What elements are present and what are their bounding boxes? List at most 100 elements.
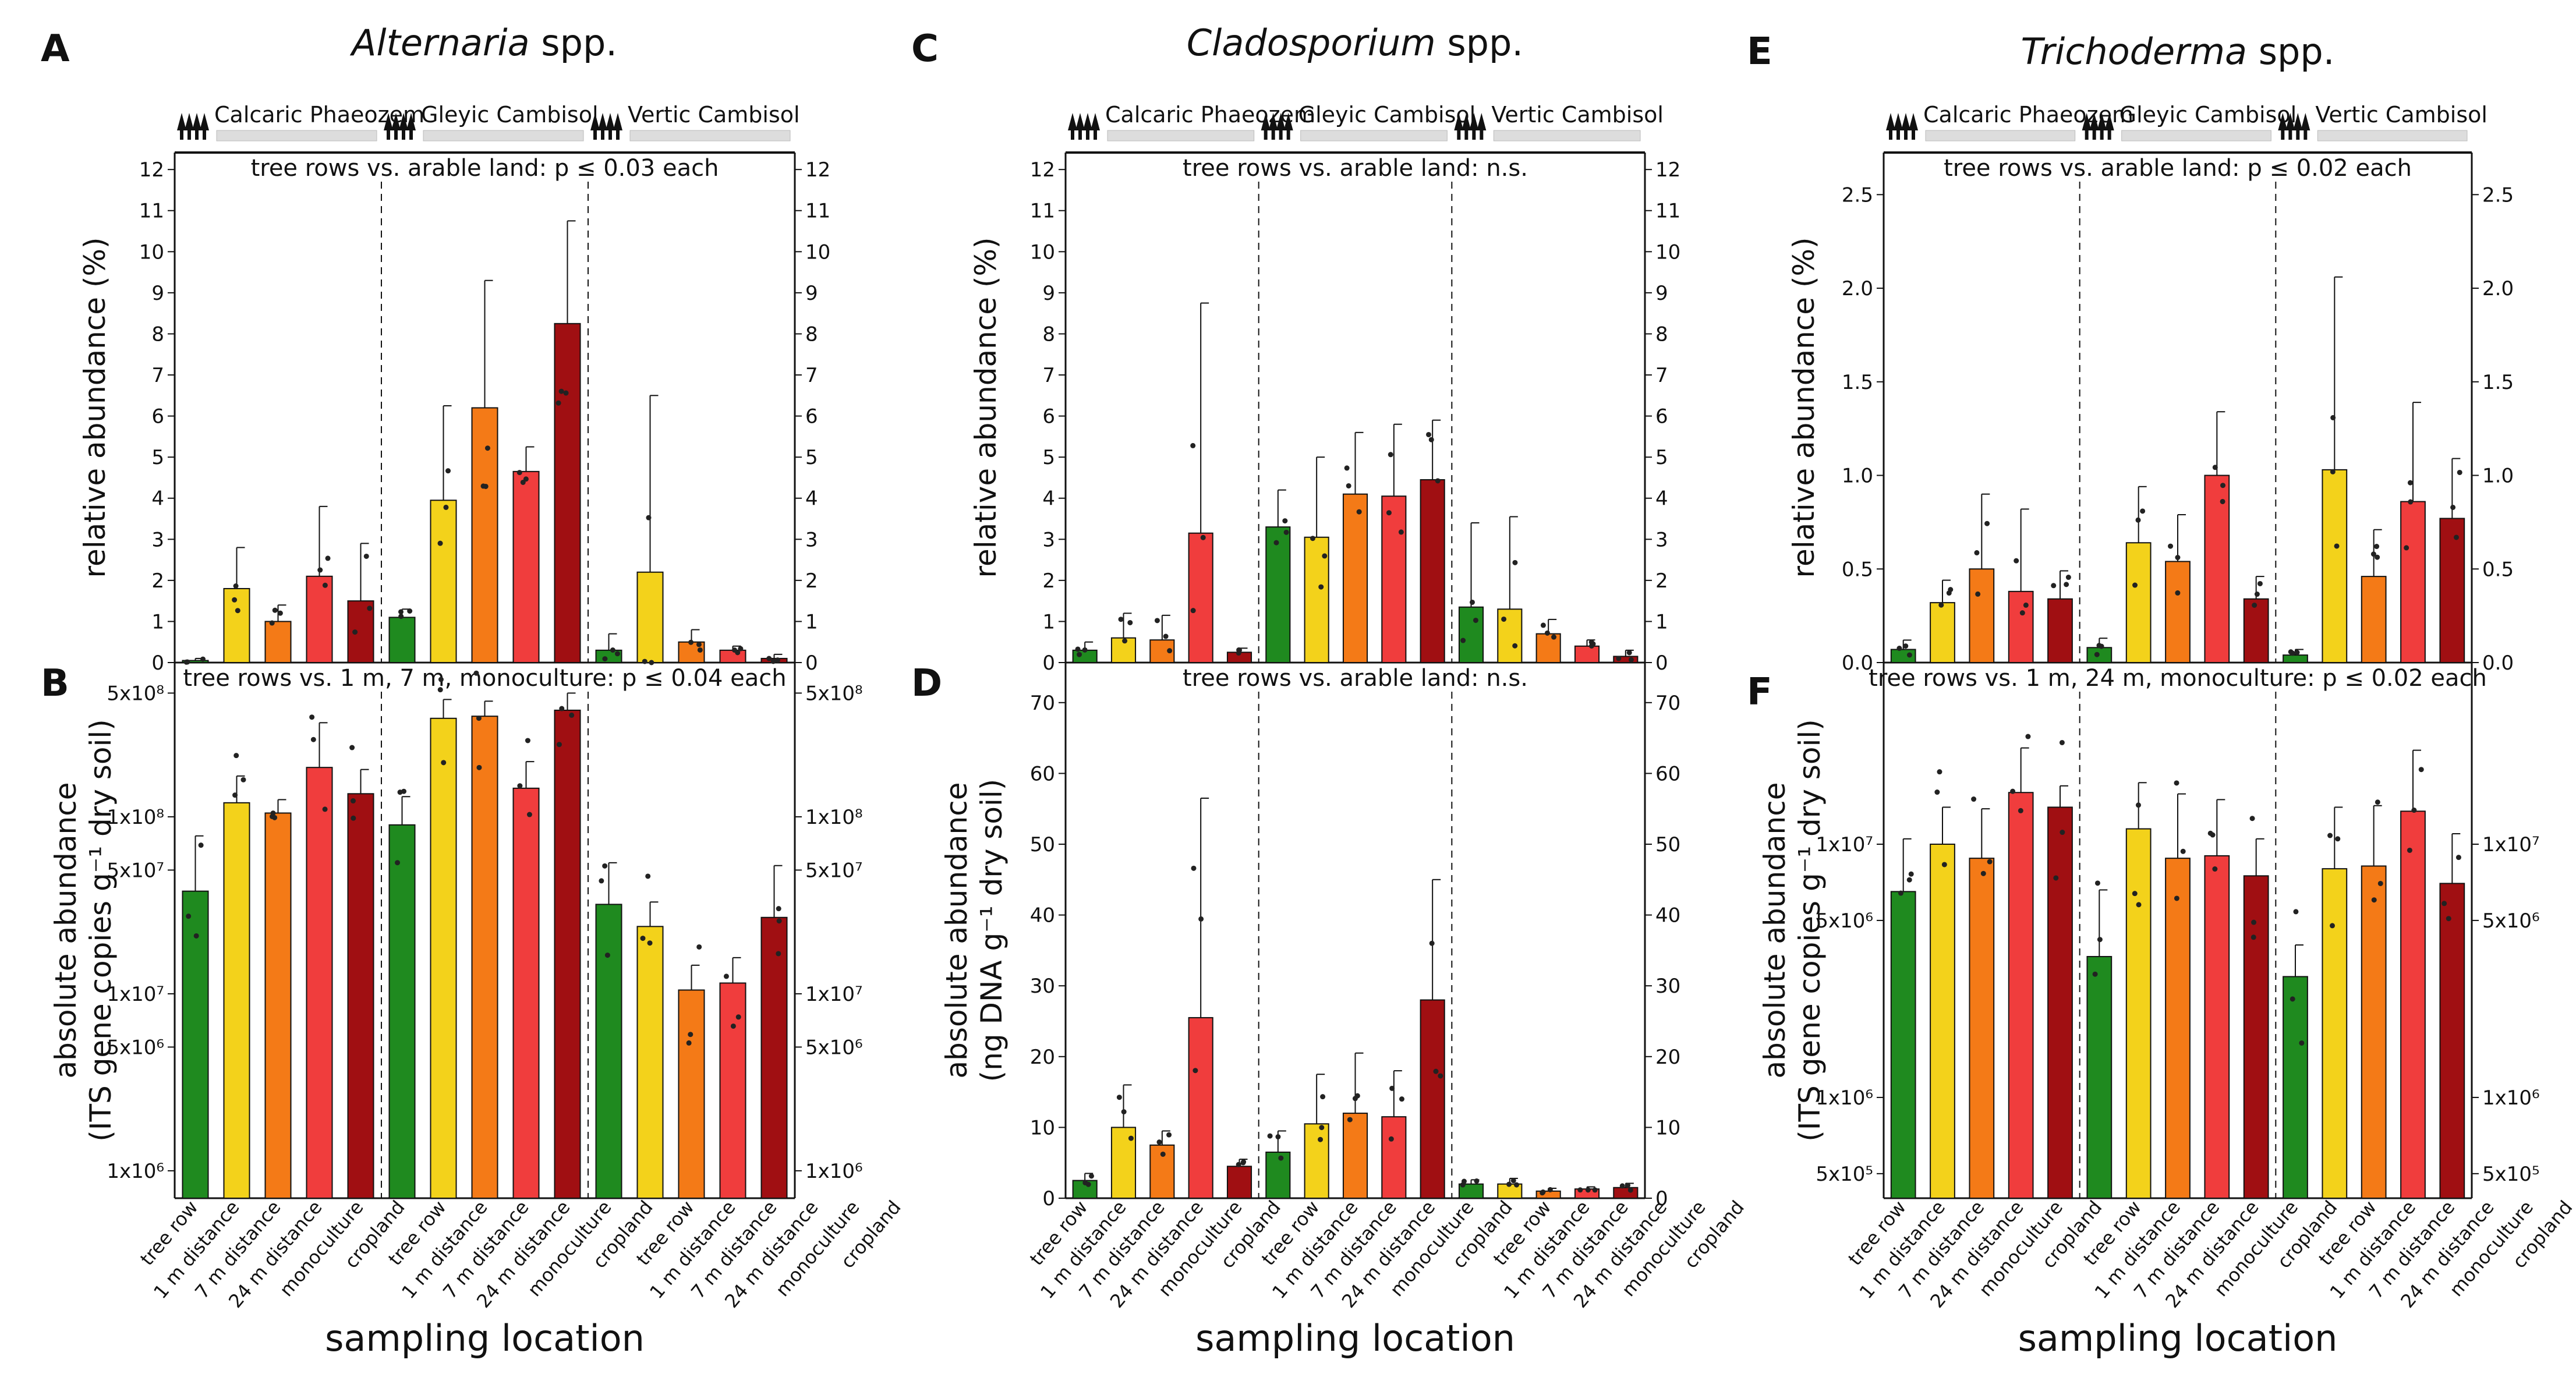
data-point	[1118, 617, 1124, 622]
panel-title: Cladosporium spp.	[1187, 22, 1523, 64]
data-point	[2051, 583, 2057, 589]
data-point	[1585, 1187, 1591, 1193]
tree-icon	[384, 113, 393, 140]
data-point	[2180, 848, 2186, 854]
bar	[306, 767, 333, 1199]
tree-icon	[2293, 113, 2303, 140]
panel-title: Alternaria spp.	[349, 22, 617, 64]
soil-header-bar	[423, 130, 584, 141]
y-tick-label-right: 5x10⁸	[805, 682, 863, 705]
y-tick-label-right: 50	[1655, 833, 1680, 856]
bar	[2400, 810, 2426, 1199]
data-point	[1540, 622, 1546, 628]
data-point	[2136, 902, 2142, 908]
y-tick-label: 8	[1042, 323, 1055, 346]
y-tick-label: 1	[1042, 610, 1055, 633]
data-point	[277, 610, 283, 616]
bar	[2400, 501, 2426, 663]
data-point	[2455, 855, 2461, 861]
data-point	[2135, 802, 2141, 808]
tree-icon	[1083, 113, 1092, 140]
stat-annotation: tree rows vs. 1 m, 24 m, monoculture: p …	[1869, 665, 2487, 692]
y-axis-label: relative abundance (%)	[969, 238, 1003, 578]
bar	[430, 500, 457, 663]
data-point	[1592, 1187, 1598, 1193]
data-point	[559, 706, 565, 711]
soil-label: Calcaric Phaeozem	[1105, 102, 1315, 128]
data-point	[555, 400, 561, 406]
data-point	[2257, 580, 2263, 586]
y-tick-label: 0	[1042, 651, 1055, 675]
bar	[1420, 999, 1445, 1199]
y-tick-label: 10	[1030, 240, 1055, 264]
soil-header-bar	[2317, 130, 2468, 141]
tree-icon	[2082, 113, 2092, 140]
data-point	[2025, 734, 2031, 739]
data-point	[2375, 554, 2380, 560]
data-point	[1075, 646, 1081, 652]
bar	[636, 571, 664, 664]
tree-icon	[1886, 113, 1895, 140]
data-point	[1346, 483, 1351, 488]
tree-icon	[1462, 113, 1471, 140]
data-point	[2174, 780, 2179, 786]
data-point	[476, 764, 482, 770]
y-tick-label-right: 1x10⁷	[2482, 833, 2540, 856]
y-tick-label-right: 1x10⁶	[805, 1160, 863, 1183]
data-point	[2293, 909, 2299, 915]
y-tick-label-right: 1x10⁷	[805, 983, 863, 1006]
bar	[1342, 493, 1368, 664]
data-point	[445, 468, 451, 474]
bar	[306, 575, 333, 663]
bar	[2008, 590, 2034, 663]
bar	[471, 716, 498, 1199]
y-tick-label-right: 0	[1655, 1187, 1668, 1210]
bar	[1226, 1166, 1252, 1199]
data-point	[350, 798, 356, 804]
bar	[1969, 568, 1995, 664]
data-point	[696, 944, 702, 950]
data-point	[776, 906, 781, 912]
bar	[2361, 865, 2387, 1199]
panel-label-A: A	[41, 27, 70, 70]
y-tick-label: 12	[1030, 158, 1055, 182]
y-axis-label-line1: absolute abundance	[1758, 782, 1792, 1079]
data-point	[407, 608, 413, 614]
data-point	[437, 540, 443, 546]
y-tick-label-right: 9	[805, 282, 818, 305]
data-point	[1971, 796, 1977, 802]
data-point	[2252, 602, 2257, 608]
data-point	[2092, 971, 2098, 977]
y-tick-label: 1x10⁶	[1816, 1086, 1873, 1110]
data-point	[599, 878, 604, 884]
y-tick-label: 3	[1042, 528, 1055, 551]
data-point	[1974, 550, 1980, 555]
data-point	[1510, 1178, 1516, 1184]
data-point	[2371, 897, 2377, 903]
tree-icon	[391, 113, 401, 140]
data-point	[602, 863, 608, 869]
data-point	[200, 656, 206, 662]
panel-title-rest: spp.	[1436, 22, 1523, 64]
data-point	[1898, 890, 1903, 896]
data-point	[1903, 643, 1909, 649]
data-point	[325, 555, 331, 561]
y-tick-label-right: 2.0	[2482, 277, 2514, 300]
y-tick-label: 0.5	[1842, 558, 1873, 581]
panel-label-B: B	[41, 662, 69, 705]
data-point	[2220, 483, 2226, 488]
bar	[430, 717, 457, 1199]
y-tick-label-right: 1	[1655, 610, 1668, 633]
y-tick-label: 1.5	[1842, 371, 1873, 394]
data-point	[1426, 431, 1432, 437]
bar	[1969, 858, 1995, 1199]
data-point	[2334, 543, 2340, 549]
y-tick-label-right: 2	[805, 569, 818, 593]
data-point	[2010, 788, 2016, 794]
y-tick-label: 9	[1042, 282, 1055, 305]
soil-label: Gleyic Cambisol	[2119, 102, 2297, 128]
data-point	[397, 789, 403, 795]
data-point	[2404, 545, 2409, 551]
data-point	[352, 629, 358, 635]
data-point	[1156, 1139, 1162, 1145]
